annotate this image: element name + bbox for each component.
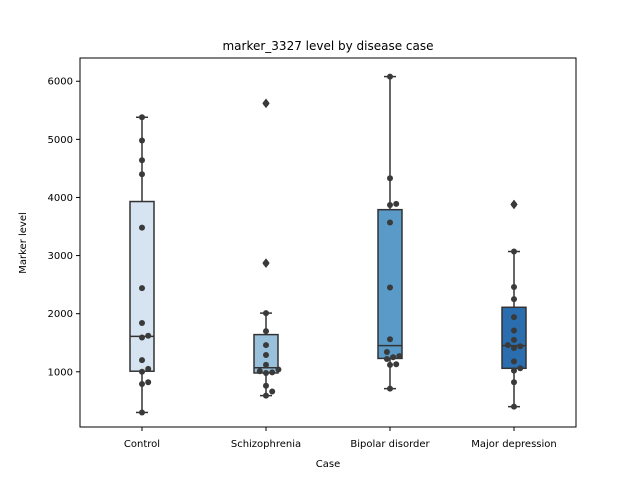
data-point: [517, 343, 524, 350]
data-point: [511, 327, 517, 334]
x-tick-label: Bipolar disorder: [350, 439, 430, 450]
data-point: [139, 380, 145, 387]
plot-frame: [79, 57, 577, 428]
y-tick-label: 5000: [48, 135, 73, 146]
data-point: [511, 248, 517, 255]
x-axis-label: Case: [316, 459, 340, 470]
data-point: [387, 284, 393, 291]
data-point: [263, 369, 269, 376]
data-point: [139, 409, 145, 416]
data-point: [263, 351, 269, 358]
data-point: [256, 368, 263, 375]
x-axis: Control Schizophrenia Bipolar disorder Majo…: [124, 427, 557, 450]
data-point: [139, 285, 145, 292]
data-point: [511, 403, 517, 410]
data-point: [263, 382, 269, 389]
data-point: [263, 310, 269, 317]
data-point: [269, 369, 276, 376]
data-point: [139, 334, 145, 341]
data-point: [511, 314, 517, 321]
data-point: [511, 358, 517, 365]
data-point: [263, 328, 269, 335]
data-point: [145, 332, 152, 339]
data-point: [517, 365, 524, 372]
plot-area: [129, 73, 527, 416]
y-axis: 1000 2000 3000 4000 5000 6000: [48, 77, 80, 378]
data-point: [263, 342, 269, 349]
box-group: [501, 199, 527, 408]
data-point: [139, 137, 145, 144]
data-point: [511, 201, 517, 208]
data-point: [139, 114, 145, 121]
data-point: [275, 366, 282, 373]
data-point: [263, 361, 269, 368]
data-point: [383, 356, 390, 363]
x-tick-label: Schizophrenia: [231, 439, 301, 450]
data-point: [387, 219, 393, 226]
data-point: [263, 392, 269, 399]
x-tick-label: Control: [124, 439, 160, 450]
data-point: [139, 171, 145, 178]
y-tick-label: 1000: [48, 367, 73, 378]
data-point: [387, 336, 393, 343]
y-tick-label: 2000: [48, 309, 73, 320]
data-point: [383, 349, 390, 356]
data-point: [511, 336, 517, 343]
y-tick-label: 6000: [48, 77, 73, 88]
data-point: [511, 379, 517, 386]
data-point: [504, 342, 511, 349]
data-point: [263, 260, 269, 267]
y-tick-label: 3000: [48, 251, 73, 262]
y-tick-label: 4000: [48, 193, 73, 204]
y-axis-label: Marker level: [18, 212, 29, 274]
data-point: [139, 157, 145, 164]
data-point: [393, 361, 400, 368]
data-point: [387, 385, 393, 392]
data-point: [387, 175, 393, 182]
data-point: [511, 367, 517, 374]
data-point: [263, 100, 269, 107]
box-iqr: [377, 208, 403, 360]
data-point: [145, 379, 152, 386]
data-point: [139, 224, 145, 231]
data-point: [269, 388, 276, 395]
data-point: [387, 361, 393, 368]
chart-title: marker_3327 level by disease case: [222, 39, 433, 53]
box-group: [377, 75, 403, 390]
data-point: [139, 319, 145, 326]
data-point: [139, 357, 145, 364]
data-point: [393, 200, 400, 207]
x-tick-label: Major depression: [471, 439, 557, 450]
data-point: [387, 202, 393, 209]
data-point: [139, 368, 145, 375]
box-group: [253, 98, 279, 397]
data-point: [511, 344, 517, 351]
data-point: [511, 296, 517, 303]
data-point: [511, 283, 517, 290]
data-point: [145, 365, 152, 372]
data-point: [396, 353, 403, 360]
data-point: [387, 73, 393, 80]
data-point: [390, 354, 397, 361]
